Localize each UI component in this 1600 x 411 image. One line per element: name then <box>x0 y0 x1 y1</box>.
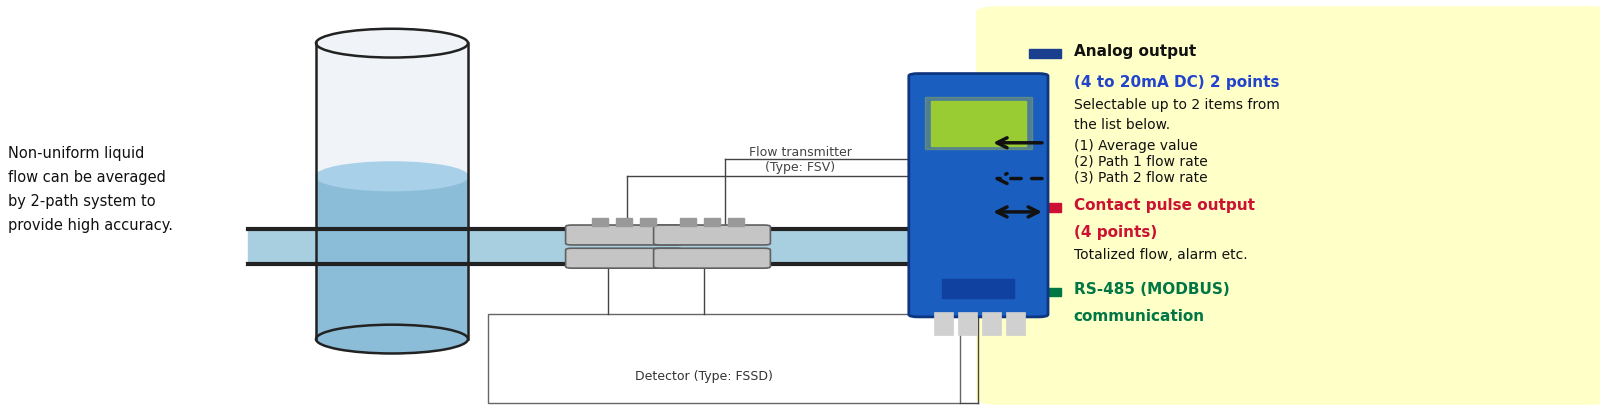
Bar <box>981 312 1002 335</box>
Text: (1) Average value: (1) Average value <box>1074 139 1197 153</box>
Bar <box>728 218 744 226</box>
Ellipse shape <box>317 162 467 191</box>
Ellipse shape <box>317 325 467 353</box>
Text: the list below.: the list below. <box>1074 118 1170 132</box>
Bar <box>616 218 632 226</box>
Bar <box>931 101 1026 146</box>
Bar <box>680 218 696 226</box>
Text: (4 to 20mA DC) 2 points: (4 to 20mA DC) 2 points <box>1074 75 1278 90</box>
Text: Detector (Type: FSSD): Detector (Type: FSSD) <box>635 369 773 383</box>
Text: Flow transmitter
(Type: FSV): Flow transmitter (Type: FSV) <box>749 146 851 174</box>
Text: communication: communication <box>1074 309 1205 324</box>
Ellipse shape <box>317 29 467 58</box>
Bar <box>942 279 1014 298</box>
FancyBboxPatch shape <box>976 6 1600 405</box>
Bar <box>1005 312 1024 335</box>
Bar <box>957 312 976 335</box>
Text: Analog output: Analog output <box>1074 44 1195 59</box>
Bar <box>933 312 954 335</box>
Bar <box>317 176 467 339</box>
Text: Contact pulse output: Contact pulse output <box>1074 198 1254 213</box>
Text: (2) Path 1 flow rate: (2) Path 1 flow rate <box>1074 155 1208 169</box>
FancyBboxPatch shape <box>566 248 683 268</box>
Text: RS-485 (MODBUS): RS-485 (MODBUS) <box>1074 282 1229 297</box>
FancyBboxPatch shape <box>909 74 1048 317</box>
Text: Non-uniform liquid
flow can be averaged
by 2-path system to
provide high accurac: Non-uniform liquid flow can be averaged … <box>8 145 173 233</box>
FancyBboxPatch shape <box>653 248 771 268</box>
Bar <box>248 229 1000 264</box>
Text: Totalized flow, alarm etc.: Totalized flow, alarm etc. <box>1074 248 1248 262</box>
FancyBboxPatch shape <box>566 225 683 245</box>
Bar <box>640 218 656 226</box>
Bar <box>592 218 608 226</box>
Bar <box>925 97 1032 149</box>
Text: (4 points): (4 points) <box>1074 225 1157 240</box>
Bar <box>1029 49 1061 58</box>
Text: Selectable up to 2 items from: Selectable up to 2 items from <box>1074 98 1280 112</box>
Text: (3) Path 2 flow rate: (3) Path 2 flow rate <box>1074 170 1208 184</box>
Bar <box>1029 288 1061 296</box>
Bar <box>1029 203 1061 212</box>
FancyBboxPatch shape <box>653 225 771 245</box>
Bar <box>317 43 467 339</box>
Bar <box>704 218 720 226</box>
Bar <box>488 314 960 403</box>
